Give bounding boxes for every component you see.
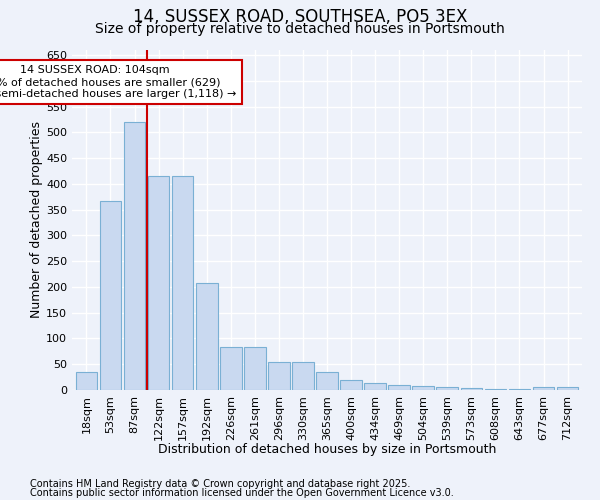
Bar [340, 380, 362, 390]
Bar [316, 372, 338, 390]
Bar [124, 122, 145, 390]
Y-axis label: Number of detached properties: Number of detached properties [30, 122, 43, 318]
Bar [100, 201, 121, 390]
Bar [76, 372, 97, 390]
Bar [268, 362, 290, 390]
Bar [412, 386, 434, 390]
Text: Size of property relative to detached houses in Portsmouth: Size of property relative to detached ho… [95, 22, 505, 36]
Text: Contains public sector information licensed under the Open Government Licence v3: Contains public sector information licen… [30, 488, 454, 498]
Bar [509, 389, 530, 390]
Bar [244, 347, 266, 390]
X-axis label: Distribution of detached houses by size in Portsmouth: Distribution of detached houses by size … [158, 442, 496, 456]
Bar [388, 385, 410, 390]
Bar [461, 388, 482, 390]
Bar [557, 388, 578, 390]
Bar [292, 362, 314, 390]
Bar [485, 389, 506, 390]
Bar [533, 388, 554, 390]
Text: Contains HM Land Registry data © Crown copyright and database right 2025.: Contains HM Land Registry data © Crown c… [30, 479, 410, 489]
Bar [436, 388, 458, 390]
Bar [220, 347, 242, 390]
Text: 14 SUSSEX ROAD: 104sqm
← 36% of detached houses are smaller (629)
64% of semi-de: 14 SUSSEX ROAD: 104sqm ← 36% of detached… [0, 66, 236, 98]
Bar [196, 284, 218, 390]
Bar [172, 176, 193, 390]
Bar [364, 384, 386, 390]
Text: 14, SUSSEX ROAD, SOUTHSEA, PO5 3EX: 14, SUSSEX ROAD, SOUTHSEA, PO5 3EX [133, 8, 467, 26]
Bar [148, 176, 169, 390]
